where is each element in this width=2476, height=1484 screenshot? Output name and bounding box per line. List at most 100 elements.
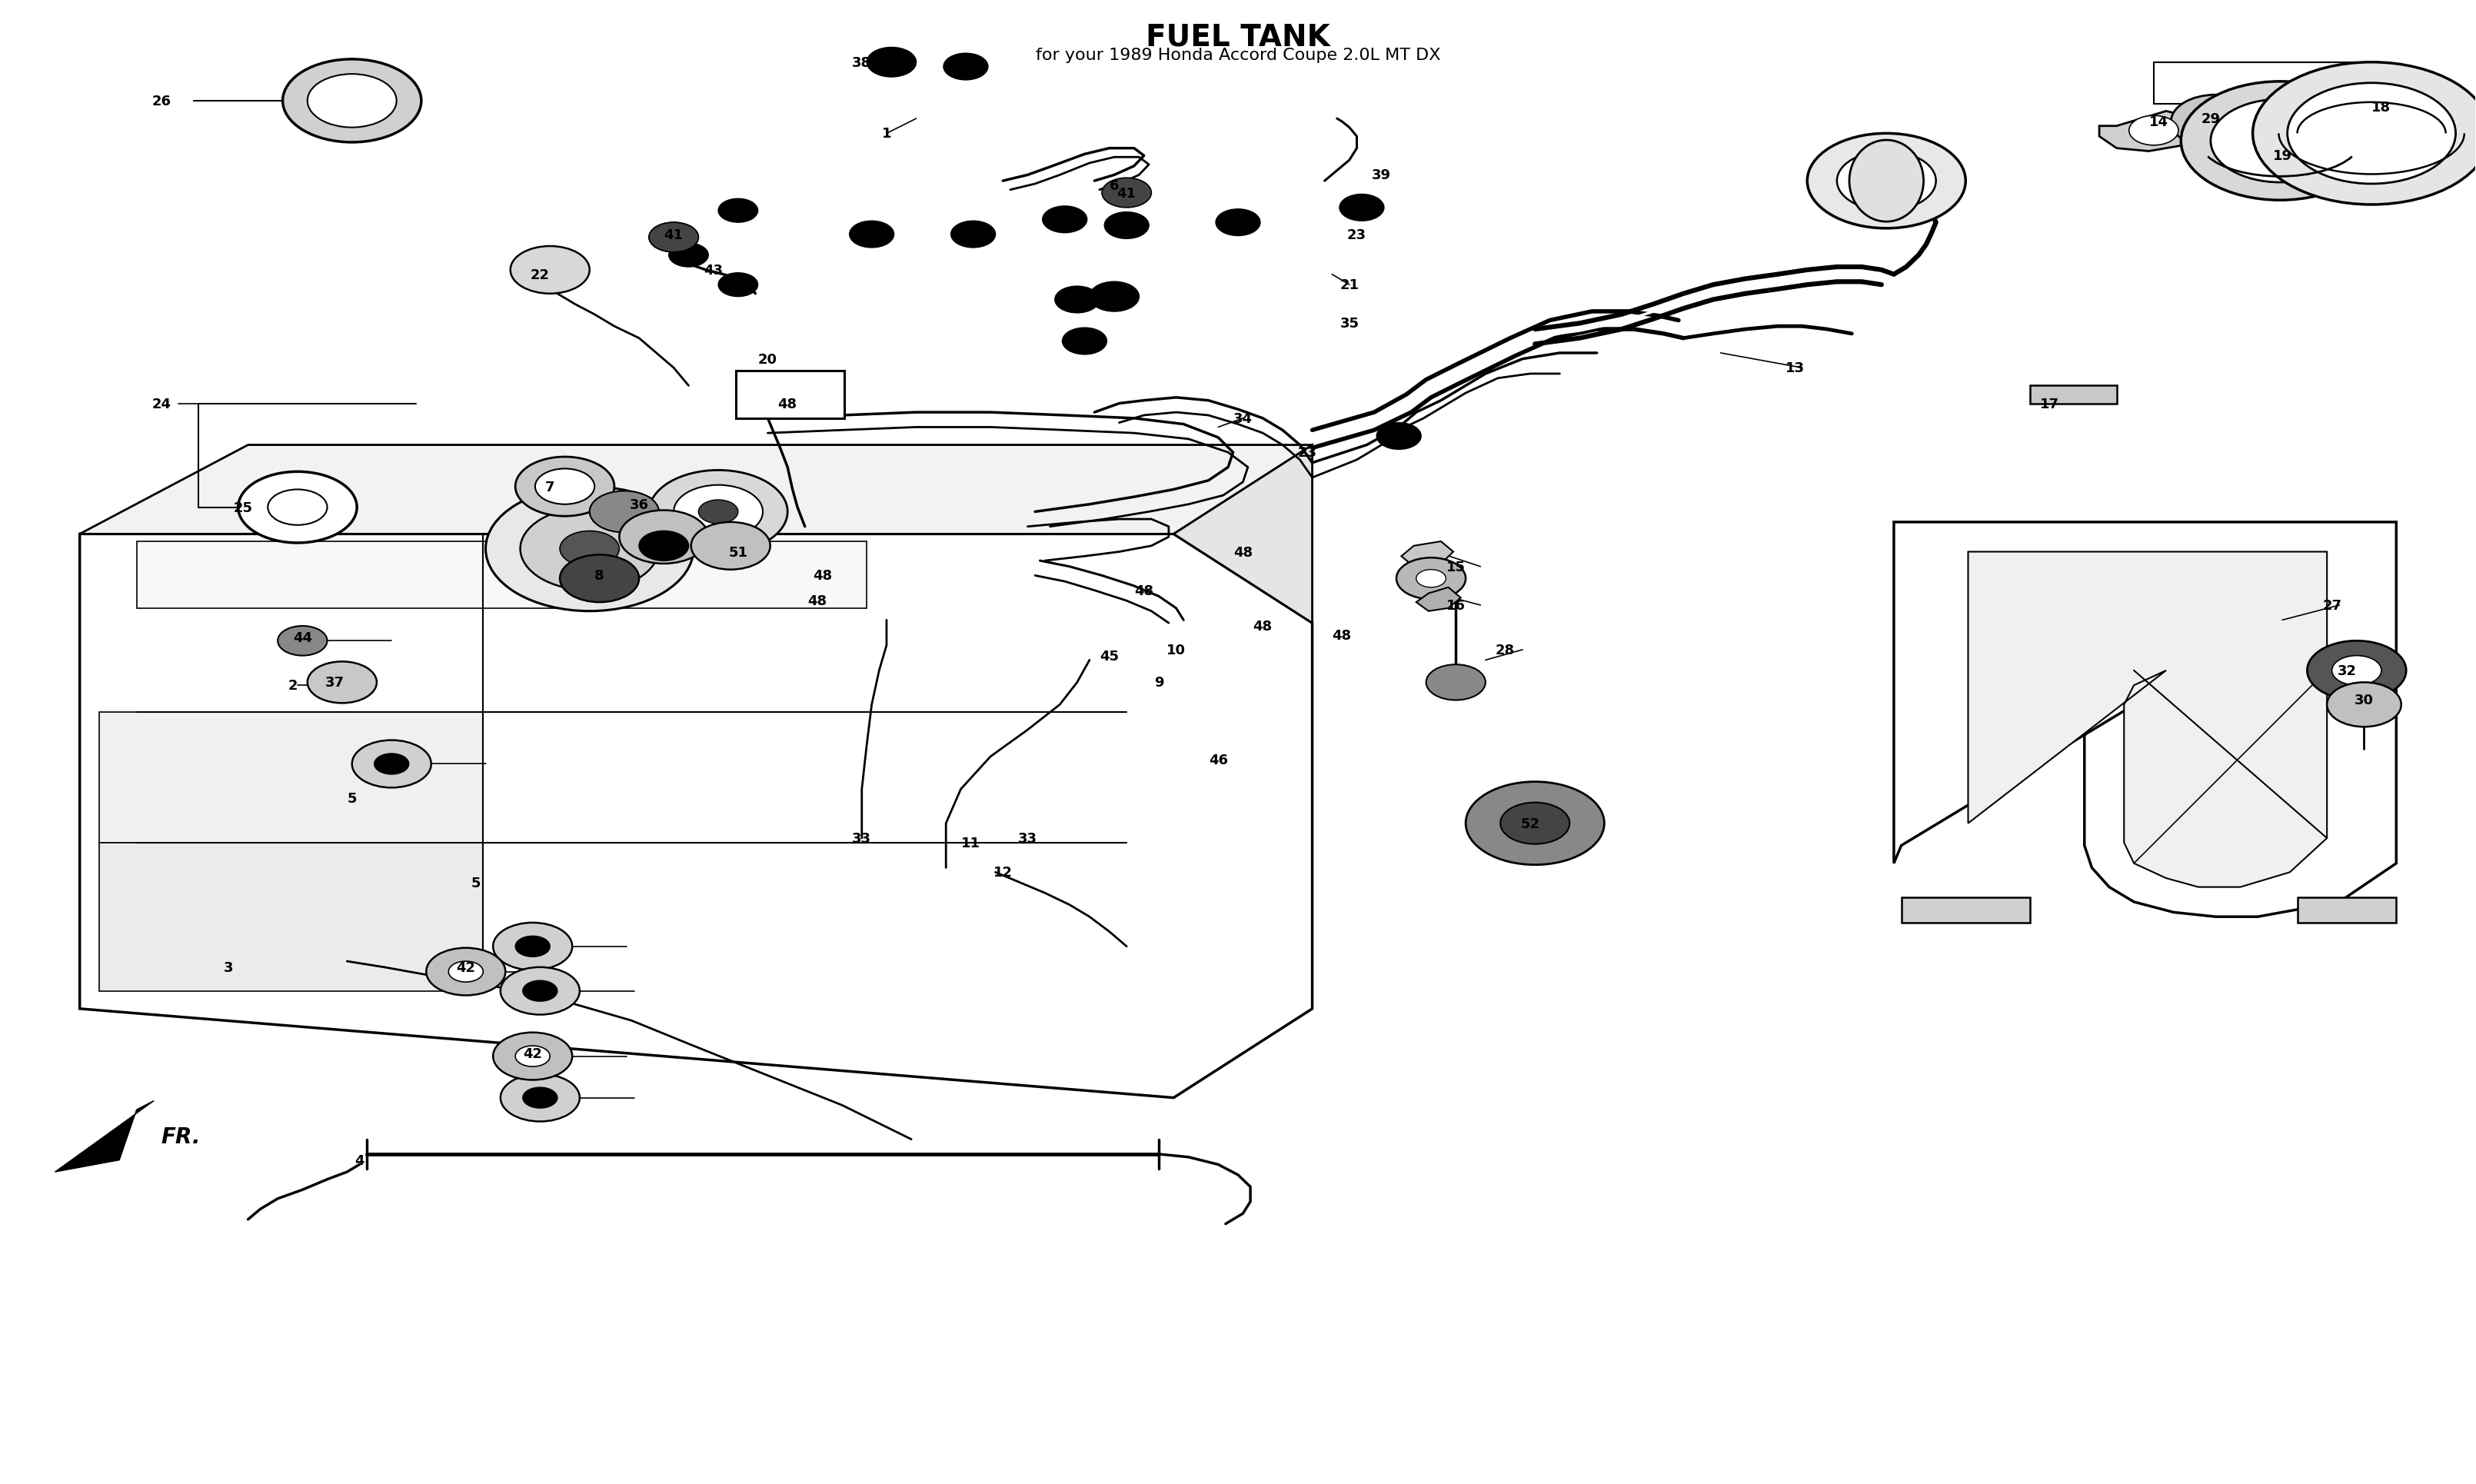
Circle shape	[2181, 82, 2379, 200]
Circle shape	[2308, 641, 2407, 700]
Text: FR.: FR.	[161, 1126, 201, 1147]
Text: 30: 30	[2355, 693, 2374, 708]
Circle shape	[1396, 558, 1466, 600]
Text: 47: 47	[728, 279, 748, 292]
Circle shape	[448, 962, 483, 982]
Circle shape	[352, 741, 431, 788]
Polygon shape	[1401, 542, 1453, 567]
Text: 40: 40	[530, 1088, 550, 1101]
Text: 40: 40	[381, 757, 401, 772]
Text: 40: 40	[522, 935, 542, 950]
Circle shape	[951, 221, 995, 248]
Circle shape	[867, 47, 916, 77]
Circle shape	[1102, 178, 1151, 208]
Text: 17: 17	[2040, 398, 2060, 411]
Circle shape	[520, 508, 659, 591]
Circle shape	[238, 472, 357, 543]
Text: 20: 20	[758, 353, 777, 367]
Circle shape	[2332, 656, 2382, 686]
Circle shape	[1055, 286, 1099, 313]
Text: 15: 15	[1446, 559, 1466, 574]
Circle shape	[267, 490, 327, 525]
Text: 46: 46	[1208, 752, 1228, 767]
Circle shape	[282, 59, 421, 142]
Circle shape	[2191, 107, 2241, 137]
Text: 48: 48	[777, 398, 797, 411]
Circle shape	[493, 1033, 572, 1080]
Circle shape	[619, 510, 708, 564]
Text: 42: 42	[522, 1046, 542, 1061]
Circle shape	[1340, 194, 1384, 221]
Text: 22: 22	[530, 269, 550, 282]
Text: 48: 48	[1332, 628, 1352, 643]
Polygon shape	[1902, 898, 2030, 923]
Circle shape	[673, 485, 763, 539]
Text: for your 1989 Honda Accord Coupe 2.0L MT DX: for your 1989 Honda Accord Coupe 2.0L MT…	[1035, 47, 1441, 64]
Circle shape	[1500, 803, 1570, 844]
Polygon shape	[1416, 588, 1461, 611]
Circle shape	[500, 968, 579, 1015]
Text: 41: 41	[664, 229, 683, 242]
Text: 1: 1	[881, 128, 891, 141]
Polygon shape	[1174, 445, 1312, 623]
Circle shape	[493, 923, 572, 971]
Text: 5: 5	[470, 876, 480, 890]
Text: 42: 42	[456, 960, 475, 975]
Text: 48: 48	[1253, 619, 1273, 634]
Text: 12: 12	[993, 865, 1013, 880]
Text: 16: 16	[1446, 598, 1466, 613]
Circle shape	[2129, 116, 2179, 145]
Text: 13: 13	[1785, 362, 1805, 375]
Text: 19: 19	[2273, 150, 2293, 163]
Circle shape	[718, 199, 758, 223]
Text: 49: 49	[1389, 426, 1409, 441]
Text: 23: 23	[1347, 229, 1367, 242]
Text: 32: 32	[2337, 663, 2357, 678]
Text: 6: 6	[1109, 180, 1119, 193]
Polygon shape	[54, 1101, 154, 1172]
Text: 2: 2	[287, 678, 297, 693]
Text: 45: 45	[1099, 649, 1119, 663]
Circle shape	[500, 1074, 579, 1122]
Ellipse shape	[1850, 141, 1924, 223]
Text: 49: 49	[963, 224, 983, 237]
Text: 8: 8	[594, 568, 604, 583]
Circle shape	[691, 522, 770, 570]
Text: 49: 49	[956, 61, 976, 74]
Polygon shape	[1968, 552, 2327, 887]
Bar	[735, 371, 844, 418]
Circle shape	[1807, 134, 1966, 229]
Text: 7: 7	[545, 479, 555, 494]
Text: 38: 38	[852, 56, 872, 70]
Text: 34: 34	[1233, 411, 1253, 426]
Polygon shape	[79, 534, 1312, 1098]
Circle shape	[1216, 209, 1260, 236]
Circle shape	[2171, 95, 2261, 148]
Circle shape	[560, 531, 619, 567]
Text: 43: 43	[703, 264, 723, 278]
Text: 47: 47	[725, 205, 745, 218]
Circle shape	[307, 662, 376, 703]
Circle shape	[515, 936, 550, 957]
Circle shape	[649, 223, 698, 252]
Polygon shape	[1894, 522, 2397, 917]
Circle shape	[1377, 423, 1421, 450]
Text: 39: 39	[1372, 169, 1392, 183]
Circle shape	[515, 457, 614, 516]
Text: 3: 3	[223, 960, 233, 975]
Text: 33: 33	[852, 831, 872, 846]
Circle shape	[522, 1088, 557, 1109]
Text: 4: 4	[354, 1153, 364, 1166]
Circle shape	[2211, 99, 2350, 183]
Text: 48: 48	[812, 568, 832, 583]
Text: 29: 29	[2201, 113, 2221, 126]
Text: 26: 26	[151, 95, 171, 108]
Text: 11: 11	[961, 835, 980, 850]
Circle shape	[522, 981, 557, 1002]
Circle shape	[277, 626, 327, 656]
Text: 49: 49	[1228, 214, 1248, 227]
Text: 49: 49	[1055, 209, 1075, 223]
Text: 31: 31	[1099, 294, 1119, 307]
Polygon shape	[79, 445, 1312, 534]
Polygon shape	[99, 712, 483, 843]
